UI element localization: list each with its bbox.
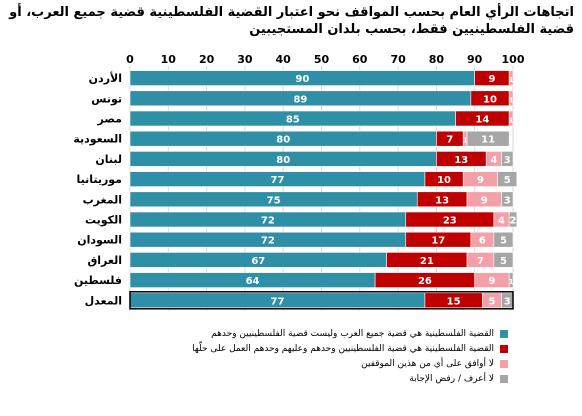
data-label: 10 [437,175,451,186]
data-label: 13 [454,155,468,166]
legend-item-all-arabs: القضية الفلسطينية هي قضية جميع العرب ولي… [168,326,508,341]
data-label: 80 [276,135,290,146]
x-tick-label: 70 [390,53,406,66]
data-label: 13 [435,195,449,206]
data-label: 7 [446,135,453,146]
data-label: 9 [488,276,495,287]
legend-item-palestinians-only: القضية الفلسطينية هي قضية الفلسطينيين وح… [168,341,508,356]
category-label: لبنان [95,153,122,166]
bar-segment [508,70,514,86]
x-tick-label: 60 [352,53,368,66]
data-label: 23 [443,216,457,227]
data-label: 85 [286,115,300,126]
legend: القضية الفلسطينية هي قضية جميع العرب ولي… [168,326,508,386]
x-tick-label: 20 [199,53,215,66]
category-label: المغرب [83,193,122,206]
data-label: 9 [488,74,495,85]
data-label: 1 [463,137,468,145]
x-tick-label: 50 [314,53,330,66]
data-label: 5 [488,296,495,307]
data-label: 7 [477,256,484,267]
data-label: 72 [261,236,275,247]
data-label: 14 [475,115,489,126]
data-label: 1 [509,278,514,286]
data-label: 17 [431,236,445,247]
bar-segment [497,171,518,187]
data-label: 77 [270,296,284,307]
x-tick-label: 40 [276,53,292,66]
data-label: 1 [509,117,514,125]
data-label: 3 [504,296,511,307]
legend-item-neither: لا أوافق على أي من هذين الموقفين [168,356,508,371]
bar-segment [508,272,514,288]
bar-segment [501,191,514,208]
data-label: 72 [261,216,275,227]
x-tick-label: 100 [502,53,525,66]
category-label: موريتانيا [76,173,122,186]
data-label: 6 [479,236,486,247]
legend-swatch [500,329,508,338]
data-label: 9 [477,175,484,186]
data-label: 2 [510,216,517,227]
legend-label: لا أوافق على أي من هذين الموقفين [361,358,494,369]
data-label: 67 [251,256,265,267]
bar-segment [508,110,514,127]
x-tick-label: 0 [126,53,134,66]
data-label: 80 [276,155,290,166]
bar-segment [493,252,514,268]
x-tick-label: 30 [237,53,253,66]
category-label: الكويت [85,214,122,227]
category-label: الأردن [89,71,122,85]
data-label: 10 [483,94,497,105]
bar-segment [466,130,510,147]
data-label: 64 [246,276,260,287]
legend-item-dont-know: لا أعرف / رفض الإجابة [168,371,508,386]
x-tick-label: 80 [429,53,445,66]
data-label: 1 [509,96,514,104]
data-label: 9 [481,195,488,206]
category-label: تونس [91,92,122,105]
data-label: 4 [490,155,497,166]
category-label: السودان [77,234,122,247]
legend-swatch [500,359,508,368]
category-label: فلسطين [74,274,122,287]
legend-label: القضية الفلسطينية هي قضية جميع العرب ولي… [211,328,494,339]
data-label: 1 [509,76,514,84]
legend-label: القضية الفلسطينية هي قضية الفلسطينيين وح… [192,343,494,354]
data-label: 90 [295,74,309,85]
data-label: 5 [500,236,507,247]
data-label: 4 [498,216,505,227]
data-label: 26 [418,276,432,287]
bar-segment [493,231,514,248]
average-bar-outline [129,291,514,310]
category-label: المعدل [85,294,122,307]
legend-swatch [500,344,508,353]
data-label: 89 [293,94,307,105]
data-label: 21 [420,256,434,267]
legend-swatch [500,374,508,383]
data-label: 11 [481,135,495,146]
bar-segment [508,211,518,228]
data-label: 15 [447,296,461,307]
data-label: 3 [504,155,511,166]
data-label: 5 [504,175,511,186]
category-label: العراق [87,254,122,267]
bar-segment [508,90,514,107]
category-label: مصر [97,113,123,126]
legend-label: لا أعرف / رفض الإجابة [409,373,494,384]
x-tick-label: 10 [161,53,177,66]
data-label: 3 [504,195,511,206]
bar-segment [501,151,514,167]
data-label: 5 [500,256,507,267]
x-tick-label: 90 [467,53,483,66]
data-label: 75 [267,195,281,206]
category-label: السعودية [73,133,122,146]
data-label: 77 [270,175,284,186]
chart-title: اتجاهات الرأي العام بحسب المواقف نحو اعت… [9,5,574,37]
